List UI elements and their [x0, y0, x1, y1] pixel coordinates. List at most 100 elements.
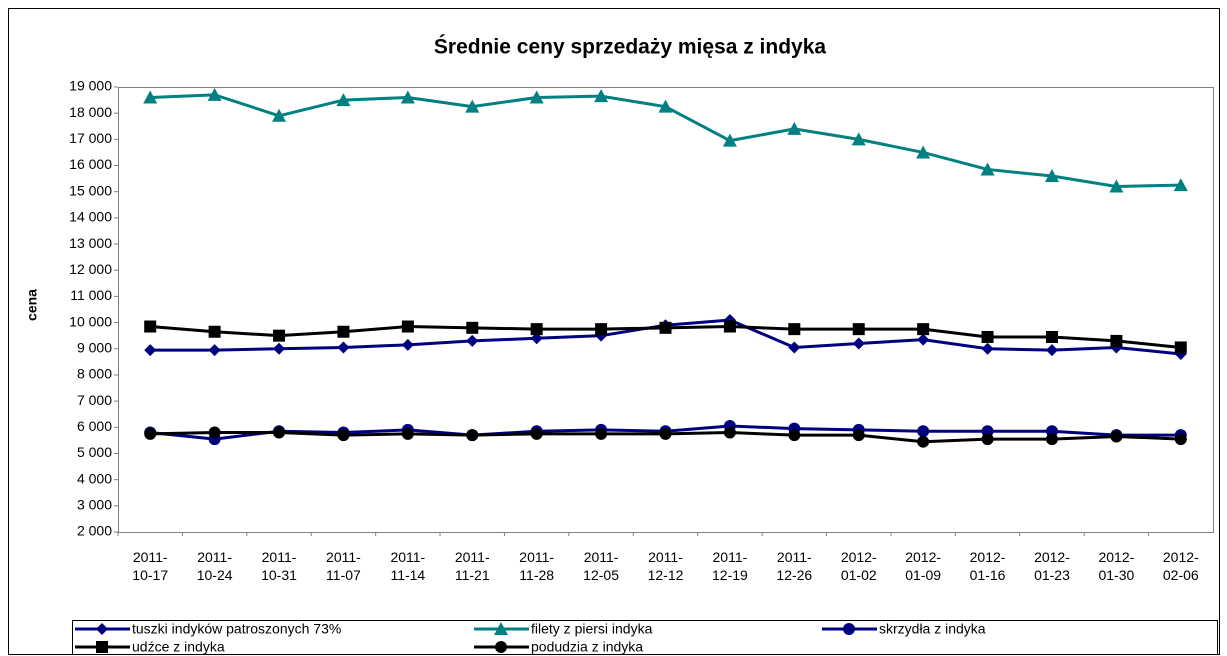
x-tick-label: 2011-11-07	[326, 549, 361, 583]
marker	[659, 321, 672, 334]
x-tick-label: 2011-10-31	[261, 549, 297, 583]
marker	[401, 427, 414, 440]
legend-label: podudzia z indyka	[531, 639, 643, 655]
y-tick-label: 15 000	[69, 182, 112, 198]
y-tick-label: 9 000	[77, 339, 112, 355]
marker	[852, 429, 865, 442]
marker	[337, 429, 350, 442]
marker	[916, 145, 931, 159]
marker	[143, 90, 158, 104]
marker	[529, 90, 544, 104]
marker	[917, 425, 930, 438]
marker	[1109, 179, 1124, 193]
plot-area	[118, 87, 1214, 533]
chart-title: Średnie ceny sprzedaży mięsa z indyka	[434, 35, 827, 59]
marker	[1110, 334, 1123, 347]
x-tick-label: 2012-01-16	[969, 549, 1006, 583]
y-tick-label: 8 000	[77, 366, 112, 382]
y-tick-label: 5 000	[77, 444, 112, 460]
x-tick-label: 2012-01-23	[1034, 549, 1070, 583]
y-tick-label: 4 000	[77, 470, 112, 486]
marker	[852, 337, 865, 350]
legend-box	[72, 620, 1218, 655]
marker	[843, 623, 855, 635]
marker	[273, 329, 286, 342]
y-tick-label: 6 000	[77, 418, 112, 434]
marker	[465, 99, 480, 113]
y-tick-label: 11 000	[70, 287, 112, 303]
marker	[144, 320, 157, 333]
x-tick-label: 2011-11-28	[519, 549, 555, 583]
y-tick-label: 13 000	[69, 235, 112, 251]
marker	[530, 332, 543, 345]
marker	[980, 162, 995, 176]
marker	[917, 323, 930, 336]
marker	[594, 89, 609, 103]
marker	[788, 429, 801, 442]
marker	[96, 641, 108, 653]
marker	[466, 429, 479, 442]
y-tick-label: 7 000	[77, 392, 112, 408]
marker	[595, 427, 608, 440]
marker	[401, 320, 414, 333]
x-tick-label: 2011-12-19	[712, 549, 748, 583]
marker	[981, 433, 994, 446]
marker	[981, 342, 994, 355]
y-tick-label: 2 000	[77, 523, 112, 539]
y-tick-label: 18 000	[69, 104, 112, 120]
y-tick-label: 14 000	[69, 209, 112, 225]
marker	[788, 341, 801, 354]
x-tick-label: 2011-12-12	[647, 549, 684, 583]
marker	[208, 344, 221, 357]
marker	[659, 427, 672, 440]
x-tick-label: 2011-10-24	[196, 549, 233, 583]
marker	[208, 325, 221, 338]
marker	[723, 426, 736, 439]
marker	[1173, 178, 1188, 192]
marker	[401, 338, 414, 351]
marker	[787, 121, 802, 135]
marker	[1044, 169, 1059, 182]
marker	[1045, 330, 1058, 343]
marker	[723, 320, 736, 333]
legend-label: filety z piersi indyka	[531, 621, 653, 637]
marker	[336, 93, 351, 107]
y-tick-label: 19 000	[69, 78, 112, 94]
marker	[337, 325, 350, 338]
marker	[917, 333, 930, 346]
marker	[400, 90, 415, 104]
marker	[144, 427, 157, 440]
marker	[208, 426, 221, 439]
y-tick-label: 3 000	[77, 497, 112, 513]
x-tick-label: 2011-10-17	[132, 549, 169, 583]
marker	[530, 323, 543, 336]
marker	[273, 426, 286, 439]
marker	[851, 132, 866, 146]
x-tick-label: 2011-12-05	[583, 549, 619, 583]
marker	[144, 344, 157, 357]
x-tick-label: 2011-11-21	[454, 549, 490, 583]
marker	[495, 641, 507, 653]
legend-label: tuszki indyków patroszonych 73%	[132, 621, 341, 637]
marker	[530, 427, 543, 440]
legend-label: udźce z indyka	[132, 639, 225, 655]
marker	[494, 622, 508, 635]
x-tick-label: 2012-01-09	[905, 549, 942, 583]
marker	[1110, 430, 1123, 443]
marker	[595, 323, 608, 336]
y-tick-label: 12 000	[69, 261, 112, 277]
x-tick-label: 2012-02-06	[1162, 549, 1199, 583]
marker	[917, 435, 930, 448]
y-tick-label: 17 000	[69, 130, 112, 146]
legend-label: skrzydła z indyka	[879, 621, 986, 637]
y-axis-label: cena	[24, 289, 40, 321]
x-tick-label: 2012-01-30	[1098, 549, 1135, 583]
y-tick-label: 10 000	[69, 313, 112, 329]
marker	[981, 330, 994, 343]
x-tick-label: 2011-12-26	[776, 549, 813, 583]
x-tick-label: 2012-01-02	[840, 549, 877, 583]
marker	[96, 623, 108, 635]
marker	[1045, 344, 1058, 357]
marker	[1174, 433, 1187, 446]
